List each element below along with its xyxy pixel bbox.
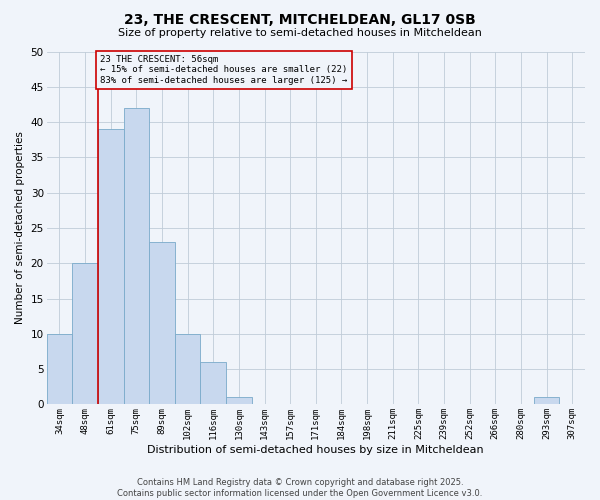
Text: 23 THE CRESCENT: 56sqm
← 15% of semi-detached houses are smaller (22)
83% of sem: 23 THE CRESCENT: 56sqm ← 15% of semi-det… [100,55,347,85]
Text: Size of property relative to semi-detached houses in Mitcheldean: Size of property relative to semi-detach… [118,28,482,38]
Text: Contains HM Land Registry data © Crown copyright and database right 2025.
Contai: Contains HM Land Registry data © Crown c… [118,478,482,498]
Bar [534,398,559,404]
Bar [175,334,200,404]
Bar [47,334,72,404]
Bar [149,242,175,404]
Bar [226,398,251,404]
Bar [72,263,98,404]
Bar [200,362,226,405]
X-axis label: Distribution of semi-detached houses by size in Mitcheldean: Distribution of semi-detached houses by … [148,445,484,455]
Bar [124,108,149,405]
Y-axis label: Number of semi-detached properties: Number of semi-detached properties [15,132,25,324]
Bar [98,129,124,404]
Text: 23, THE CRESCENT, MITCHELDEAN, GL17 0SB: 23, THE CRESCENT, MITCHELDEAN, GL17 0SB [124,12,476,26]
